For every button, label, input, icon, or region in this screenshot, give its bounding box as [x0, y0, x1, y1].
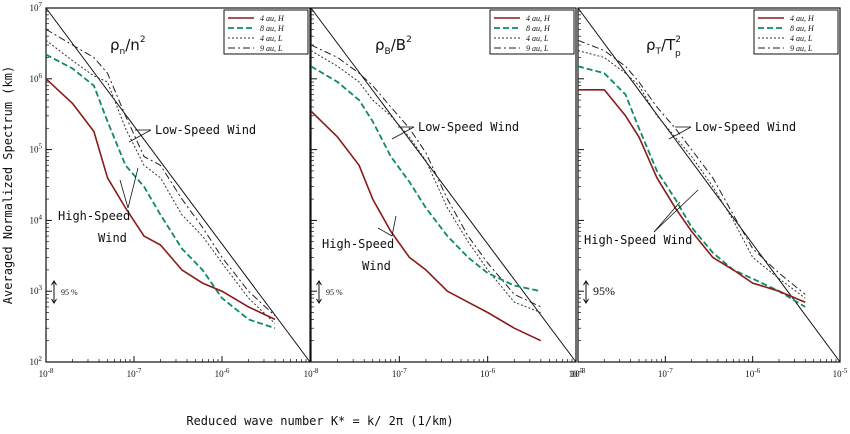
annotation-pointer	[653, 201, 681, 233]
annotation-low-speed: Low-Speed Wind	[155, 123, 256, 137]
reference-slope-line	[577, 7, 841, 363]
series-9au-L	[311, 44, 542, 308]
series-4au-H	[311, 110, 542, 342]
annotation-pointer	[377, 227, 393, 237]
x-tick-label: 10-5	[569, 367, 584, 379]
confidence-label: 95 %	[61, 288, 78, 297]
y-tick-label: 104	[30, 213, 43, 225]
series-9au-L	[46, 28, 276, 317]
x-tick-label: 10-6	[215, 367, 230, 379]
annotation-pointer	[391, 126, 415, 140]
annotation-pointer	[391, 215, 397, 237]
series-4au-H	[46, 78, 276, 321]
legend-label: 4 au, H	[260, 14, 285, 23]
confidence-label: 95 %	[326, 288, 343, 297]
legend-label: 4 au, L	[526, 34, 549, 43]
legend-label: 4 au, L	[790, 34, 813, 43]
panel-title: ρn/n2	[110, 35, 146, 57]
annotation-high-speed-2: Wind	[362, 259, 391, 273]
legend-label: 8 au, H	[260, 24, 285, 33]
annotation-pointer	[668, 126, 692, 140]
legend-label: 8 au, H	[790, 24, 815, 33]
y-axis-label: Averaged Normalized Spectrum (km)	[1, 66, 15, 304]
legend-label: 4 au, H	[526, 14, 551, 23]
plot-frame	[45, 7, 311, 363]
annotation-pointer	[127, 167, 139, 209]
y-tick-label: 102	[30, 355, 43, 367]
x-tick-label: 10-5	[833, 367, 848, 379]
y-tick-label: 106	[30, 72, 43, 84]
legend-label: 4 au, L	[260, 34, 283, 43]
series-4au-L	[578, 50, 806, 299]
legend-label: 8 au, H	[526, 24, 551, 33]
annotation-high-speed-2: Wind	[98, 231, 127, 245]
panel-1: 10-8 10-7 10-6 107 106 105 104 103 102 ρn/n2 4 au,…	[30, 1, 311, 379]
annotation-high-speed: High-Speed	[58, 209, 130, 223]
panel-title: ρB/B2	[375, 35, 412, 57]
annotation-high-speed: High-Speed Wind	[584, 233, 692, 247]
x-tick-label: 10-6	[480, 367, 495, 379]
y-tick-label: 103	[30, 284, 43, 296]
x-tick-label: 10-8	[304, 367, 319, 379]
y-tick-label: 105	[30, 143, 43, 155]
annotation-pointer	[128, 129, 152, 143]
series-8au-H	[46, 53, 276, 330]
x-tick-label: 10-7	[127, 367, 142, 379]
reference-slope-line	[45, 7, 311, 363]
x-tick-label: 10-7	[658, 367, 673, 379]
x-tick-label: 10-8	[571, 367, 586, 379]
series-4au-H	[578, 89, 806, 303]
panel-2: 10-8 10-7 10-6 10-5 ρB/B2 4 au, H8 au, H4 au,…	[304, 7, 584, 379]
annotation-low-speed: Low-Speed Wind	[695, 120, 796, 134]
x-tick-label: 10-6	[745, 367, 760, 379]
annotation-low-speed: Low-Speed Wind	[418, 120, 519, 134]
annotation-pointer	[119, 179, 129, 209]
legend-label: 4 au, H	[790, 14, 815, 23]
panel-3: 10-8 10-7 10-6 10-5 ρT/T2 p 4 au, H8 au, H4 au…	[571, 7, 848, 379]
reference-slope-line	[310, 7, 577, 363]
series-9au-L	[578, 39, 806, 295]
series-8au-H	[311, 65, 541, 293]
annotation-high-speed: High-Speed	[322, 237, 394, 251]
plot-frame	[577, 7, 841, 363]
series-4au-L	[311, 50, 541, 313]
x-tick-label: 10-7	[392, 367, 407, 379]
legend-label: 9 au, L	[260, 44, 283, 53]
legend-label: 9 au, L	[526, 44, 549, 53]
plot-frame	[310, 7, 577, 363]
series-8au-H	[578, 65, 806, 308]
y-tick-label: 107	[30, 1, 43, 13]
x-axis-label: Reduced wave number K* = k/ 2π (1/km)	[186, 414, 453, 428]
legend-label: 9 au, L	[790, 44, 813, 53]
panel-title: ρT/T2 p	[646, 35, 681, 59]
annotation-pointer	[653, 189, 699, 233]
x-tick-label: 10-8	[39, 367, 54, 379]
confidence-label: 95%	[593, 284, 615, 298]
